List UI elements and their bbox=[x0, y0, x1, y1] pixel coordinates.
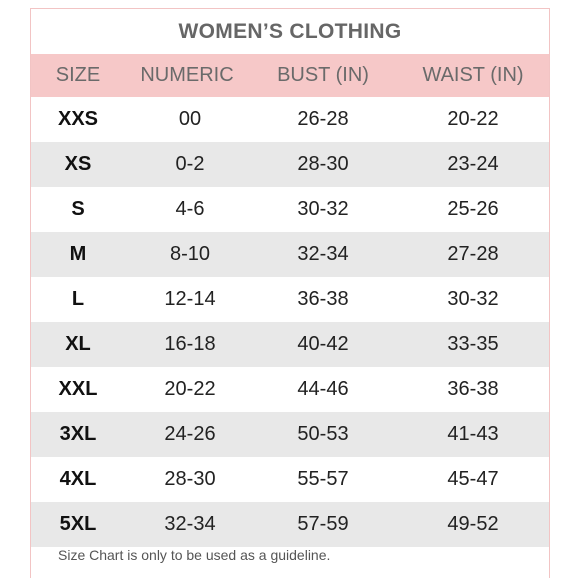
size-cell: 4XL bbox=[59, 468, 97, 490]
table-row: XXL 20-22 44-46 36-38 bbox=[31, 367, 549, 412]
bust-cell: 26-28 bbox=[297, 108, 349, 130]
waist-cell: 33-35 bbox=[447, 333, 499, 355]
numeric-cell: 4-6 bbox=[175, 198, 205, 220]
size-cell: 5XL bbox=[59, 513, 97, 535]
size-cell: XL bbox=[65, 333, 91, 355]
table-row: L 12-14 36-38 30-32 bbox=[31, 277, 549, 322]
waist-cell: 27-28 bbox=[447, 243, 499, 265]
bust-cell: 55-57 bbox=[297, 468, 349, 490]
table-row: 5XL 32-34 57-59 49-52 bbox=[31, 502, 549, 547]
bust-cell: 28-30 bbox=[297, 153, 349, 175]
bust-cell: 32-34 bbox=[297, 243, 349, 265]
bust-cell: 50-53 bbox=[297, 423, 349, 445]
numeric-cell: 12-14 bbox=[164, 288, 216, 310]
numeric-cell: 00 bbox=[178, 108, 202, 130]
size-cell: XS bbox=[64, 153, 92, 175]
bust-cell: 36-38 bbox=[297, 288, 349, 310]
bust-cell: 57-59 bbox=[297, 513, 349, 535]
waist-cell: 20-22 bbox=[447, 108, 499, 130]
numeric-cell: 16-18 bbox=[164, 333, 216, 355]
waist-cell: 30-32 bbox=[447, 288, 499, 310]
table-row: XS 0-2 28-30 23-24 bbox=[31, 142, 549, 187]
waist-cell: 45-47 bbox=[447, 468, 499, 490]
table-row: 3XL 24-26 50-53 41-43 bbox=[31, 412, 549, 457]
bust-cell: 40-42 bbox=[297, 333, 349, 355]
waist-cell: 41-43 bbox=[447, 423, 499, 445]
guideline-footnote: Size Chart is only to be used as a guide… bbox=[58, 547, 331, 563]
table-header-row: SIZE NUMERIC BUST (IN) WAIST (IN) bbox=[31, 54, 549, 97]
column-header-waist: WAIST (IN) bbox=[422, 64, 524, 86]
numeric-cell: 20-22 bbox=[164, 378, 216, 400]
numeric-cell: 24-26 bbox=[164, 423, 216, 445]
column-header-numeric: NUMERIC bbox=[140, 64, 234, 86]
waist-cell: 23-24 bbox=[447, 153, 499, 175]
numeric-cell: 0-2 bbox=[175, 153, 205, 175]
bust-cell: 30-32 bbox=[297, 198, 349, 220]
size-cell: XXS bbox=[57, 108, 99, 130]
column-header-size: SIZE bbox=[55, 64, 101, 86]
table-row: XL 16-18 40-42 33-35 bbox=[31, 322, 549, 367]
numeric-cell: 28-30 bbox=[164, 468, 216, 490]
table-row: XXS 00 26-28 20-22 bbox=[31, 97, 549, 142]
size-cell: S bbox=[71, 198, 85, 220]
numeric-cell: 32-34 bbox=[164, 513, 216, 535]
numeric-cell: 8-10 bbox=[169, 243, 211, 265]
table-row: S 4-6 30-32 25-26 bbox=[31, 187, 549, 232]
size-cell: XXL bbox=[58, 378, 98, 400]
chart-title: WOMEN’S CLOTHING bbox=[178, 20, 402, 43]
bust-cell: 44-46 bbox=[297, 378, 349, 400]
size-cell: M bbox=[69, 243, 87, 265]
size-chart-card: WOMEN’S CLOTHING SIZE NUMERIC BUST (IN) … bbox=[30, 8, 550, 578]
table-row: 4XL 28-30 55-57 45-47 bbox=[31, 457, 549, 502]
table-row: M 8-10 32-34 27-28 bbox=[31, 232, 549, 277]
size-cell: 3XL bbox=[59, 423, 97, 445]
waist-cell: 36-38 bbox=[447, 378, 499, 400]
column-header-bust: BUST (IN) bbox=[277, 64, 369, 86]
waist-cell: 49-52 bbox=[447, 513, 499, 535]
size-cell: L bbox=[71, 288, 85, 310]
waist-cell: 25-26 bbox=[447, 198, 499, 220]
